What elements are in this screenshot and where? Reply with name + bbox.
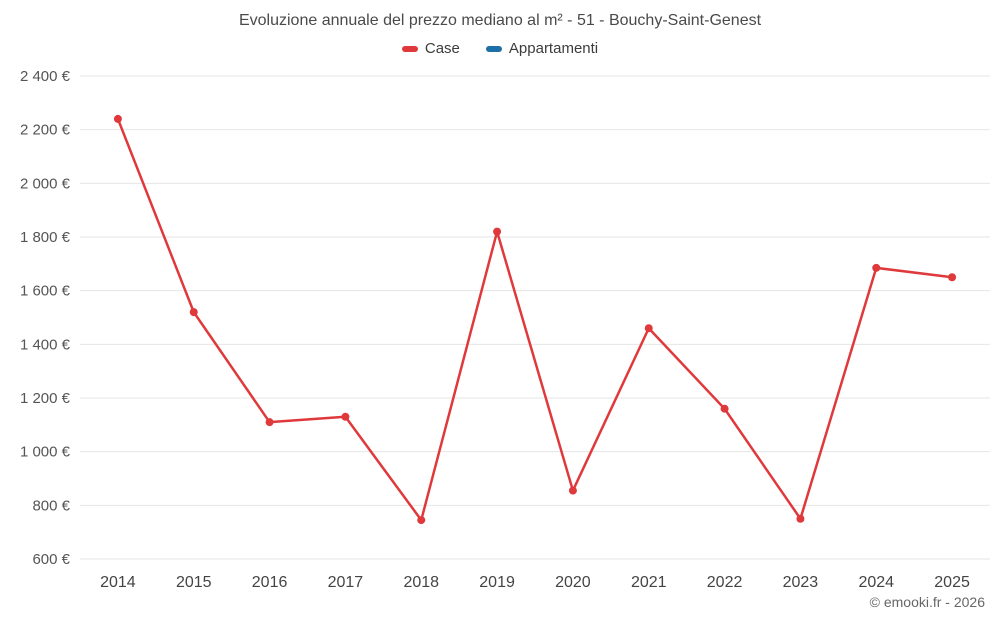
data-point[interactable]: [948, 273, 957, 282]
x-axis-label: 2021: [631, 574, 667, 591]
data-point[interactable]: [113, 114, 122, 123]
data-point[interactable]: [796, 514, 805, 523]
data-point[interactable]: [493, 227, 502, 236]
y-axis-label: 1 200 €: [20, 390, 71, 407]
legend-swatch-appartamenti: [485, 45, 502, 52]
data-point[interactable]: [341, 412, 350, 421]
x-axis-label: 2017: [328, 574, 364, 591]
y-axis-label: 1 000 €: [20, 444, 71, 461]
y-axis-label: 2 200 €: [20, 122, 71, 139]
data-point[interactable]: [568, 486, 577, 495]
data-point[interactable]: [189, 308, 198, 317]
y-axis-label: 1 400 €: [20, 336, 71, 353]
data-point[interactable]: [872, 263, 881, 272]
chart-title: Evoluzione annuale del prezzo mediano al…: [238, 12, 762, 29]
y-axis-label: 1 600 €: [20, 283, 71, 300]
line-chart[interactable]: 600 € 800 € 1 000 € 1 200 € 1 400 € 1 600 € 1 …: [0, 60, 1000, 625]
copyright: © emooki.fr - 2026: [869, 594, 985, 610]
x-axis-label: 2016: [252, 574, 288, 591]
x-axis-label: 2018: [403, 574, 439, 591]
y-axis-label: 600 €: [32, 551, 70, 568]
legend: Case Appartamenti: [0, 40, 1000, 57]
x-axis-label: 2025: [934, 574, 970, 591]
x-axis-label: 2023: [783, 574, 819, 591]
data-point[interactable]: [265, 418, 274, 427]
legend-label-case: Case: [424, 40, 460, 57]
x-axis-label: 2015: [176, 574, 212, 591]
legend-item-case[interactable]: Case: [401, 40, 460, 57]
legend-swatch-case: [401, 45, 418, 52]
x-axis-label: 2014: [100, 574, 136, 591]
x-axis-label: 2020: [555, 574, 591, 591]
x-axis-label: 2019: [479, 574, 515, 591]
y-axis-label: 2 400 €: [20, 68, 71, 85]
x-axis-label: 2024: [858, 574, 894, 591]
data-point[interactable]: [417, 516, 426, 525]
legend-item-appartamenti[interactable]: Appartamenti: [485, 40, 599, 57]
x-axis-label: 2022: [707, 574, 743, 591]
y-axis-label: 800 €: [32, 497, 70, 514]
series-line-case: [116, 118, 953, 522]
data-point[interactable]: [720, 404, 729, 413]
y-axis-label: 2 000 €: [20, 175, 71, 192]
y-axis-label: 1 800 €: [20, 229, 71, 246]
data-point[interactable]: [644, 324, 653, 333]
legend-label-appartamenti: Appartamenti: [508, 40, 599, 57]
